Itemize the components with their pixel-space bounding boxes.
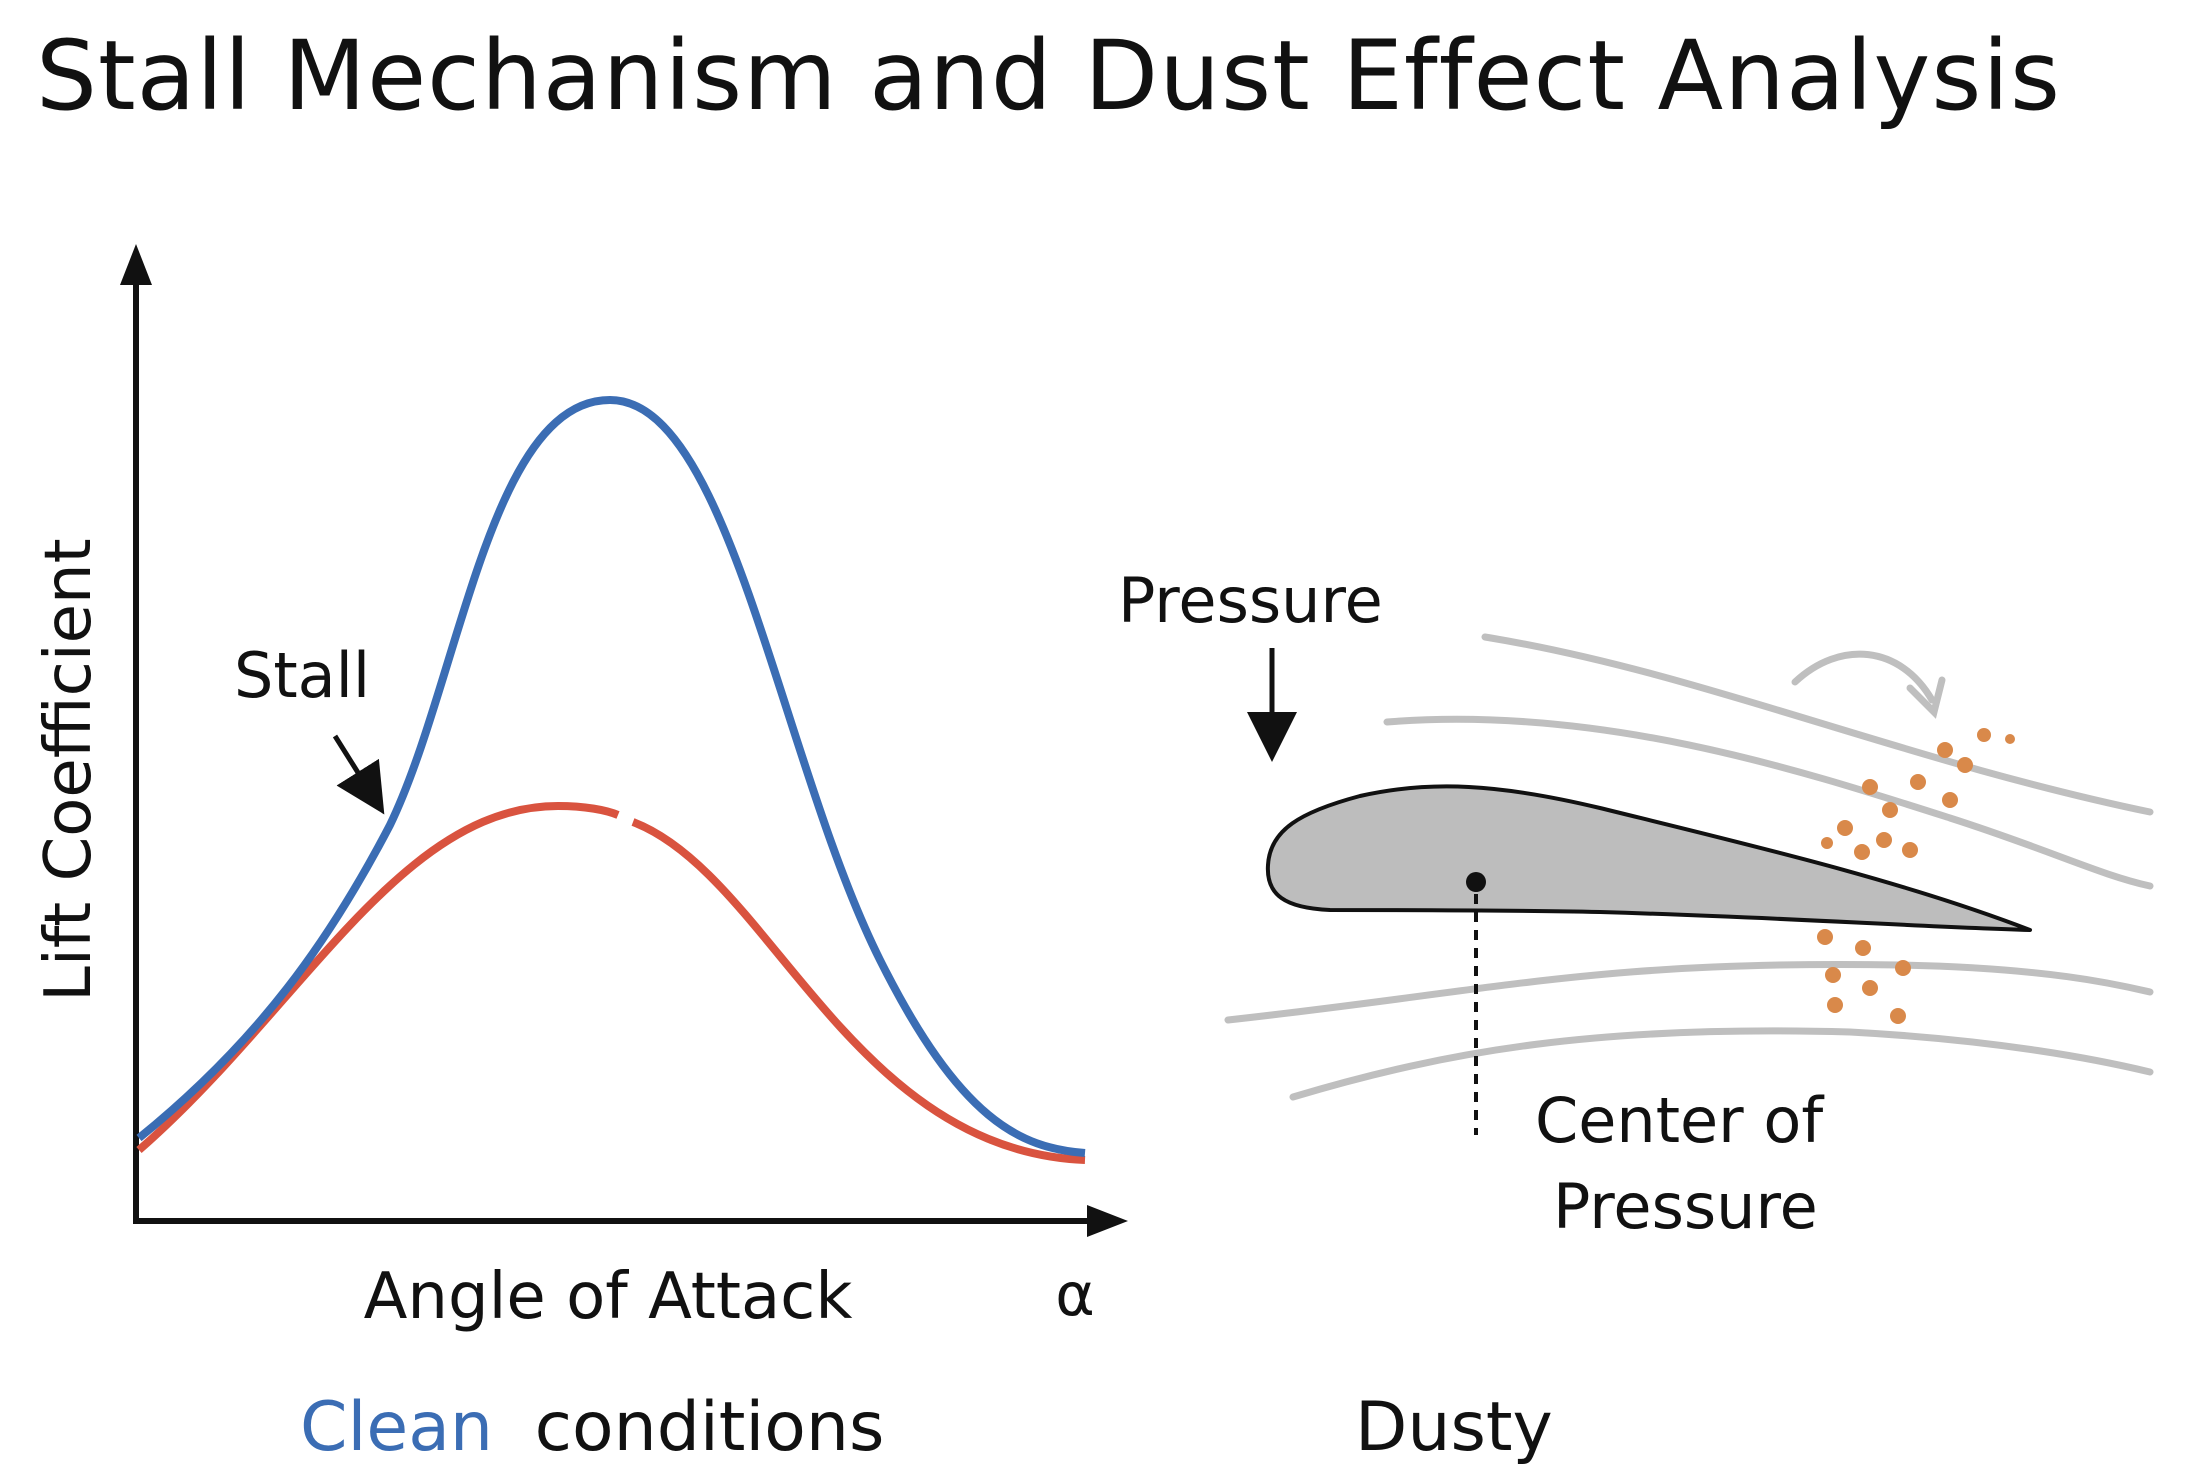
streamline-4 <box>1289 1027 2154 1101</box>
dust-particle <box>1957 757 1973 773</box>
dusty-caption: Dusty <box>1355 1388 1553 1467</box>
dust-particle <box>1825 967 1841 983</box>
dust-particle <box>1895 960 1911 976</box>
center-of-pressure-label-line2: Pressure <box>1553 1170 1818 1243</box>
dust-particle <box>1855 940 1871 956</box>
dust-particle <box>1942 792 1958 808</box>
dusty-curve-continued <box>631 818 1086 1164</box>
dust-particles <box>1817 728 2015 1024</box>
caption-conditions: conditions <box>535 1388 885 1467</box>
pressure-label: Pressure <box>1118 564 1383 637</box>
dust-particle <box>1910 774 1926 790</box>
lift-chart: Lift Coefficient Angle of Attack α Stall… <box>32 244 1128 1467</box>
dust-particle <box>1890 1008 1906 1024</box>
streamline-2 <box>1383 715 2154 890</box>
dust-particle <box>1902 842 1918 858</box>
dust-particle <box>2005 734 2015 744</box>
dust-particle <box>1882 802 1898 818</box>
alpha-symbol: α <box>1055 1260 1095 1330</box>
dust-particle <box>1821 837 1833 849</box>
dust-particle <box>1862 779 1878 795</box>
clean-curve <box>136 395 1086 1157</box>
airfoil-diagram: Pressure Center of Pressure Dusty <box>1118 564 2154 1467</box>
dust-particle <box>1827 997 1843 1013</box>
flow-arrow-head-icon <box>1906 676 1946 719</box>
stall-arrow <box>332 734 385 815</box>
dust-particle <box>1862 980 1878 996</box>
chart-caption: Clean conditions <box>300 1388 884 1467</box>
dust-particle <box>1854 844 1870 860</box>
streamline-3 <box>1224 960 2154 1024</box>
stall-label: Stall <box>234 639 370 712</box>
dust-particle <box>1876 832 1892 848</box>
page-title: Stall Mechanism and Dust Effect Analysis <box>36 20 2062 132</box>
streamline-1 <box>1481 633 2154 816</box>
x-axis-label: Angle of Attack <box>364 1260 853 1334</box>
dusty-curve <box>136 801 620 1154</box>
flow-curve-arrow <box>1791 650 1936 704</box>
dust-particle <box>1937 742 1953 758</box>
center-of-pressure-point <box>1466 872 1486 892</box>
airfoil-body <box>1265 784 2032 932</box>
dust-particle <box>1977 728 1991 742</box>
dust-particle <box>1837 820 1853 836</box>
x-axis-arrow-icon <box>1087 1205 1128 1237</box>
y-axis-label: Lift Coefficient <box>32 538 106 1001</box>
center-of-pressure-label-line1: Center of <box>1535 1084 1825 1157</box>
y-axis-arrow-icon <box>120 244 152 285</box>
dust-particle <box>1817 929 1833 945</box>
caption-clean: Clean <box>300 1388 493 1467</box>
